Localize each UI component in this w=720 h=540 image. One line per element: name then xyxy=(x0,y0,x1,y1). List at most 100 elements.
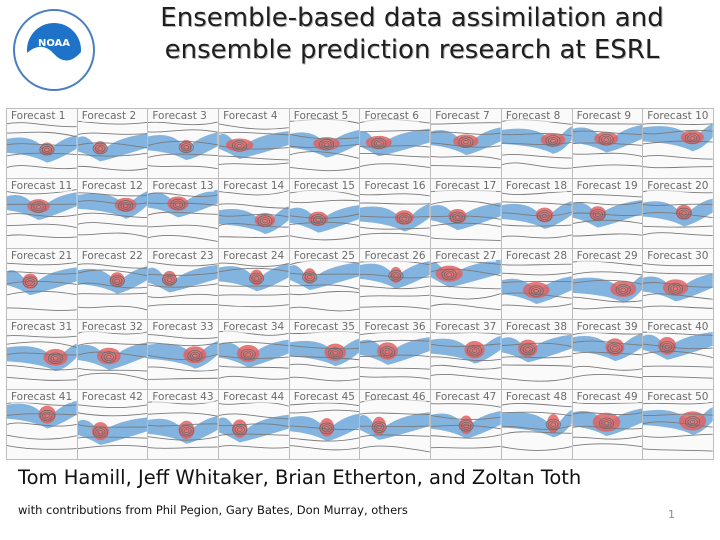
forecast-label: Forecast 36 xyxy=(364,320,426,333)
forecast-panel: Forecast 38 xyxy=(501,319,572,389)
forecast-label: Forecast 40 xyxy=(647,320,709,333)
forecast-label: Forecast 42 xyxy=(81,390,143,403)
forecast-panel: Forecast 4 xyxy=(219,109,289,179)
forecast-panel: Forecast 33 xyxy=(148,319,219,389)
forecast-panel: Forecast 28 xyxy=(501,249,572,319)
forecast-label: Forecast 12 xyxy=(81,180,143,193)
forecast-label: Forecast 1 xyxy=(11,110,66,122)
forecast-label: Forecast 35 xyxy=(293,320,355,333)
forecast-label: Forecast 34 xyxy=(223,320,285,333)
forecast-label: Forecast 45 xyxy=(293,390,355,403)
forecast-panel: Forecast 18 xyxy=(501,179,572,249)
forecast-map xyxy=(289,330,360,381)
forecast-panel: Forecast 9 xyxy=(572,109,643,179)
forecast-panel: Forecast 13 xyxy=(148,179,219,249)
forecast-panel: Forecast 25 xyxy=(289,249,360,319)
forecast-map xyxy=(148,333,219,380)
forecast-map xyxy=(219,330,289,380)
forecast-panel: Forecast 22 xyxy=(77,249,148,319)
forecast-map xyxy=(643,263,713,310)
ensemble-forecast-grid: Forecast 1 Forecast 2 Forecast 3 Forecast 4… xyxy=(6,108,714,460)
forecast-panel: Forecast 8 xyxy=(501,109,572,179)
title-line-2: ensemble prediction research at ESRL xyxy=(164,35,660,65)
forecast-map xyxy=(219,401,289,449)
forecast-panel: Forecast 7 xyxy=(431,109,501,179)
contributions: with contributions from Phil Pegion, Gar… xyxy=(18,503,408,517)
forecast-label: Forecast 5 xyxy=(293,110,349,122)
forecast-map xyxy=(289,118,360,172)
forecast-label: Forecast 10 xyxy=(647,110,709,122)
forecast-label: Forecast 8 xyxy=(505,110,561,122)
forecast-map xyxy=(77,404,148,449)
forecast-label: Forecast 46 xyxy=(364,390,426,403)
forecast-label: Forecast 43 xyxy=(152,390,214,403)
forecast-label: Forecast 3 xyxy=(152,110,207,122)
forecast-map xyxy=(501,191,572,239)
forecast-label: Forecast 31 xyxy=(11,320,73,333)
forecast-label: Forecast 24 xyxy=(223,250,285,263)
forecast-map xyxy=(77,263,148,311)
forecast-label: Forecast 14 xyxy=(223,180,285,193)
forecast-panel: Forecast 12 xyxy=(77,179,148,249)
forecast-map xyxy=(289,402,360,451)
forecast-panel: Forecast 3 xyxy=(148,109,219,179)
forecast-map xyxy=(643,401,713,452)
forecast-label: Forecast 17 xyxy=(435,180,497,193)
forecast-label: Forecast 33 xyxy=(152,320,214,333)
forecast-panel: Forecast 24 xyxy=(219,249,289,319)
forecast-panel: Forecast 27 xyxy=(431,249,501,319)
forecast-panel: Forecast 23 xyxy=(148,249,219,319)
forecast-map xyxy=(643,331,713,379)
forecast-map xyxy=(148,399,219,449)
forecast-map xyxy=(148,261,219,307)
forecast-panel: Forecast 49 xyxy=(572,389,643,459)
authors: Tom Hamill, Jeff Whitaker, Brian Etherto… xyxy=(18,466,582,489)
forecast-label: Forecast 41 xyxy=(11,390,73,403)
forecast-map xyxy=(572,122,643,169)
forecast-map xyxy=(148,189,219,243)
forecast-panel: Forecast 44 xyxy=(219,389,289,459)
forecast-panel: Forecast 40 xyxy=(643,319,713,389)
forecast-label: Forecast 50 xyxy=(647,390,709,403)
forecast-panel: Forecast 15 xyxy=(289,179,360,249)
forecast-label: Forecast 21 xyxy=(11,250,73,263)
svg-text:NOAA: NOAA xyxy=(38,38,70,49)
forecast-label: Forecast 39 xyxy=(576,320,638,333)
forecast-map xyxy=(431,260,501,311)
forecast-panel: Forecast 37 xyxy=(431,319,501,389)
forecast-map xyxy=(219,190,289,239)
forecast-label: Forecast 25 xyxy=(293,250,355,263)
forecast-panel: Forecast 34 xyxy=(219,319,289,389)
forecast-label: Forecast 20 xyxy=(647,180,709,193)
forecast-panel: Forecast 10 xyxy=(643,109,713,179)
forecast-map xyxy=(431,122,501,169)
forecast-label: Forecast 18 xyxy=(505,180,568,193)
forecast-map xyxy=(219,123,289,165)
forecast-label: Forecast 6 xyxy=(364,110,419,122)
forecast-label: Forecast 11 xyxy=(11,180,73,193)
forecast-panel: Forecast 19 xyxy=(572,179,643,249)
forecast-label: Forecast 38 xyxy=(505,320,568,333)
forecast-label: Forecast 22 xyxy=(81,250,143,263)
forecast-label: Forecast 29 xyxy=(576,250,638,263)
forecast-label: Forecast 4 xyxy=(223,110,278,122)
forecast-map xyxy=(360,118,431,168)
forecast-map xyxy=(360,193,431,238)
forecast-panel: Forecast 5 xyxy=(289,109,360,179)
forecast-map xyxy=(77,191,148,238)
forecast-panel: Forecast 47 xyxy=(431,389,501,459)
forecast-panel: Forecast 31 xyxy=(7,319,77,389)
forecast-label: Forecast 27 xyxy=(435,250,497,263)
forecast-map xyxy=(572,401,643,448)
forecast-panel: Forecast 43 xyxy=(148,389,219,459)
forecast-label: Forecast 23 xyxy=(152,250,214,263)
forecast-map xyxy=(7,122,77,170)
forecast-label: Forecast 32 xyxy=(81,320,143,333)
forecast-label: Forecast 49 xyxy=(576,390,638,403)
forecast-map xyxy=(7,334,77,381)
forecast-label: Forecast 44 xyxy=(223,390,285,403)
forecast-map xyxy=(7,400,77,450)
title-line-1: Ensemble-based data assimilation and xyxy=(160,3,664,33)
forecast-panel: Forecast 42 xyxy=(77,389,148,459)
forecast-map xyxy=(572,194,643,237)
